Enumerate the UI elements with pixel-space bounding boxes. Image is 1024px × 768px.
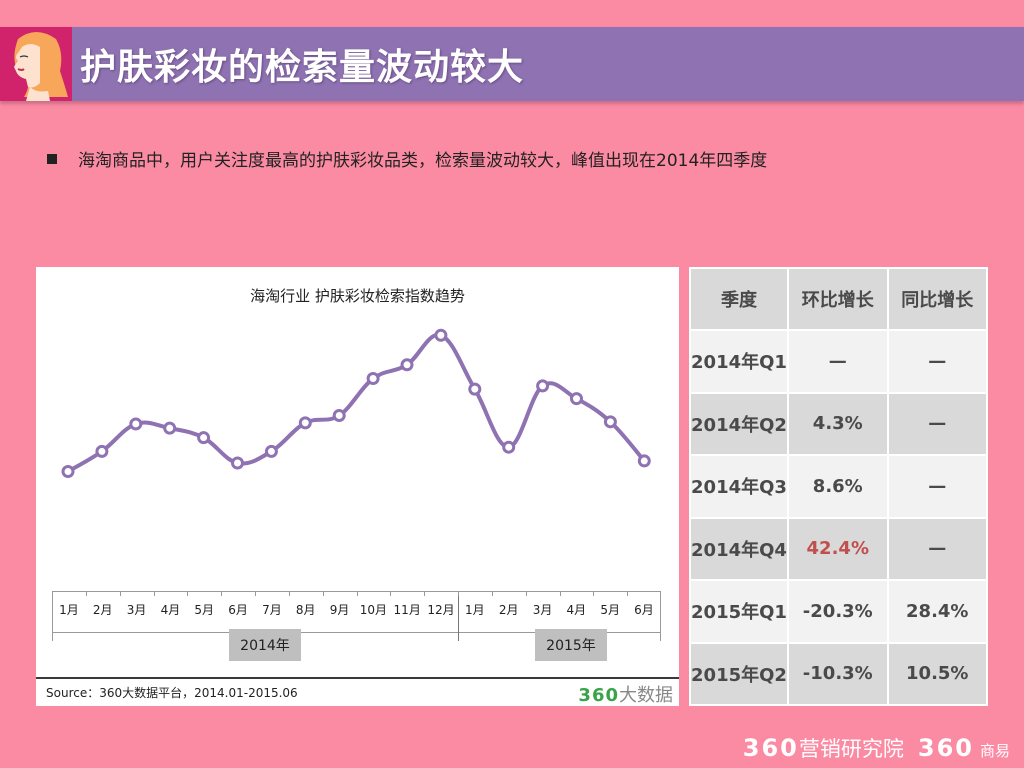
360-bigdata-logo: 360大数据 — [578, 685, 673, 706]
month-label: 5月 — [600, 603, 620, 617]
data-point-marker — [637, 454, 651, 468]
month-label: 2月 — [92, 603, 113, 617]
data-point-marker — [536, 379, 550, 393]
month-labels: 1月 2月 3月 4月 5月 6月 7月 8月 9月 10月 11月 12月 1月 2月 3月 4月 5月 6月 — [52, 601, 661, 618]
yoy-cell: 10.5% — [888, 643, 986, 704]
data-point-marker — [197, 431, 211, 445]
source-text: Source：360大数据平台，2014.01-2015.06 — [46, 686, 298, 700]
table-row: 2014年Q4 42.4% — — [691, 518, 986, 579]
month-label: 12月 — [427, 603, 455, 617]
month-label: 11月 — [393, 603, 421, 617]
bullet-point: 海淘商品中，用户关注度最高的护肤彩妆品类，检索量波动较大，峰值出现在2014年四… — [47, 146, 767, 171]
yoy-cell: — — [888, 393, 986, 454]
data-point-marker — [434, 328, 448, 342]
line-chart — [61, 328, 651, 478]
data-point-marker — [231, 456, 244, 470]
bullet-text: 海淘商品中，用户关注度最高的护肤彩妆品类，检索量波动较大，峰值出现在2014年四… — [78, 151, 768, 171]
growth-table-panel: 季度 环比增长 同比增长 2014年Q1 — — 2014年Q2 4.3% — … — [689, 267, 988, 706]
data-point-marker — [366, 372, 380, 386]
footer-research-label: 营销研究院 — [798, 737, 904, 761]
month-label: 4月 — [566, 603, 587, 617]
data-point-marker — [332, 409, 346, 422]
yoy-cell: — — [888, 331, 986, 392]
footer-360-logo-2: 360 — [917, 734, 974, 762]
table-row: 2014年Q3 8.6% — — [691, 456, 986, 517]
month-label: 9月 — [329, 603, 350, 617]
yoy-cell: — — [888, 518, 986, 579]
data-point-marker — [603, 415, 617, 429]
header-qoq: 环比增长 — [789, 269, 887, 329]
month-label: 4月 — [160, 603, 181, 617]
data-point-marker — [298, 416, 312, 430]
footer-shangyi-label: 商易 — [979, 742, 1010, 760]
month-label: 6月 — [634, 603, 654, 617]
year-label-2014: 2014年 — [229, 629, 301, 661]
data-point-marker — [502, 440, 516, 454]
quarter-cell: 2014年Q4 — [691, 518, 788, 579]
title-bar: 护肤彩妆的检索量波动较大 — [0, 27, 1024, 101]
month-label: 10月 — [359, 603, 387, 617]
month-label: 3月 — [532, 603, 553, 617]
source-bar: Source：360大数据平台，2014.01-2015.06 360大数据 — [36, 677, 679, 706]
footer-brand: 360 营销研究院 360 商易 — [743, 733, 1010, 763]
trend-line — [66, 332, 646, 474]
month-label: 2月 — [498, 603, 519, 617]
month-label: 7月 — [262, 603, 282, 617]
month-label: 3月 — [126, 603, 147, 617]
table-header-row: 季度 环比增长 同比增长 — [691, 269, 986, 329]
month-label: 5月 — [194, 603, 215, 617]
quarter-cell: 2015年Q1 — [691, 581, 788, 642]
chart-title: 海淘行业 护肤彩妆检索指数趋势 — [250, 287, 465, 305]
quarter-cell: 2014年Q1 — [691, 331, 788, 392]
month-label: 8月 — [295, 603, 316, 617]
month-label: 1月 — [59, 603, 79, 617]
quarter-cell: 2014年Q2 — [691, 393, 788, 454]
year-label-2015: 2015年 — [535, 629, 607, 661]
data-point-marker — [400, 358, 414, 372]
qoq-cell: 8.6% — [789, 456, 887, 517]
woman-avatar-icon — [0, 27, 72, 101]
table-row: 2014年Q2 4.3% — — [691, 393, 986, 454]
data-point-marker — [95, 444, 109, 458]
bullet-square-icon — [47, 153, 57, 164]
header-quarter: 季度 — [691, 269, 788, 329]
page-title: 护肤彩妆的检索量波动较大 — [80, 47, 525, 88]
yoy-cell: — — [888, 456, 986, 517]
month-label: 1月 — [465, 603, 485, 617]
x-axis: 1月 2月 3月 4月 5月 6月 7月 8月 9月 10月 11月 12月 1月 2月 3月 4月 5月 6月 … — [52, 591, 661, 661]
qoq-cell-highlight: 42.4% — [789, 518, 887, 579]
data-point-marker — [468, 382, 482, 396]
data-point-marker — [570, 392, 583, 406]
quarter-cell: 2014年Q3 — [691, 456, 788, 517]
footer-360-logo: 360 — [742, 734, 799, 762]
month-label: 6月 — [228, 603, 248, 617]
data-point-marker — [163, 421, 177, 435]
yoy-cell: 28.4% — [888, 581, 986, 642]
data-point-marker — [264, 444, 278, 458]
qoq-cell: — — [789, 331, 887, 392]
qoq-cell: 4.3% — [789, 393, 887, 454]
table-row: 2014年Q1 — — — [691, 331, 986, 392]
header-yoy: 同比增长 — [888, 269, 986, 329]
table-row: 2015年Q1 -20.3% 28.4% — [691, 581, 986, 642]
qoq-cell: -20.3% — [789, 581, 887, 642]
data-point-marker — [61, 464, 75, 478]
data-point-marker — [129, 417, 143, 431]
growth-table: 季度 环比增长 同比增长 2014年Q1 — — 2014年Q2 4.3% — … — [689, 267, 988, 706]
chart-panel: 海淘行业 护肤彩妆检索指数趋势 1月 2月 3月 4月 5月 6月 7月 8月 9月 10月 11月… — [36, 267, 679, 706]
quarter-cell: 2015年Q2 — [691, 643, 788, 704]
table-row: 2015年Q2 -10.3% 10.5% — [691, 643, 986, 704]
qoq-cell: -10.3% — [789, 643, 887, 704]
